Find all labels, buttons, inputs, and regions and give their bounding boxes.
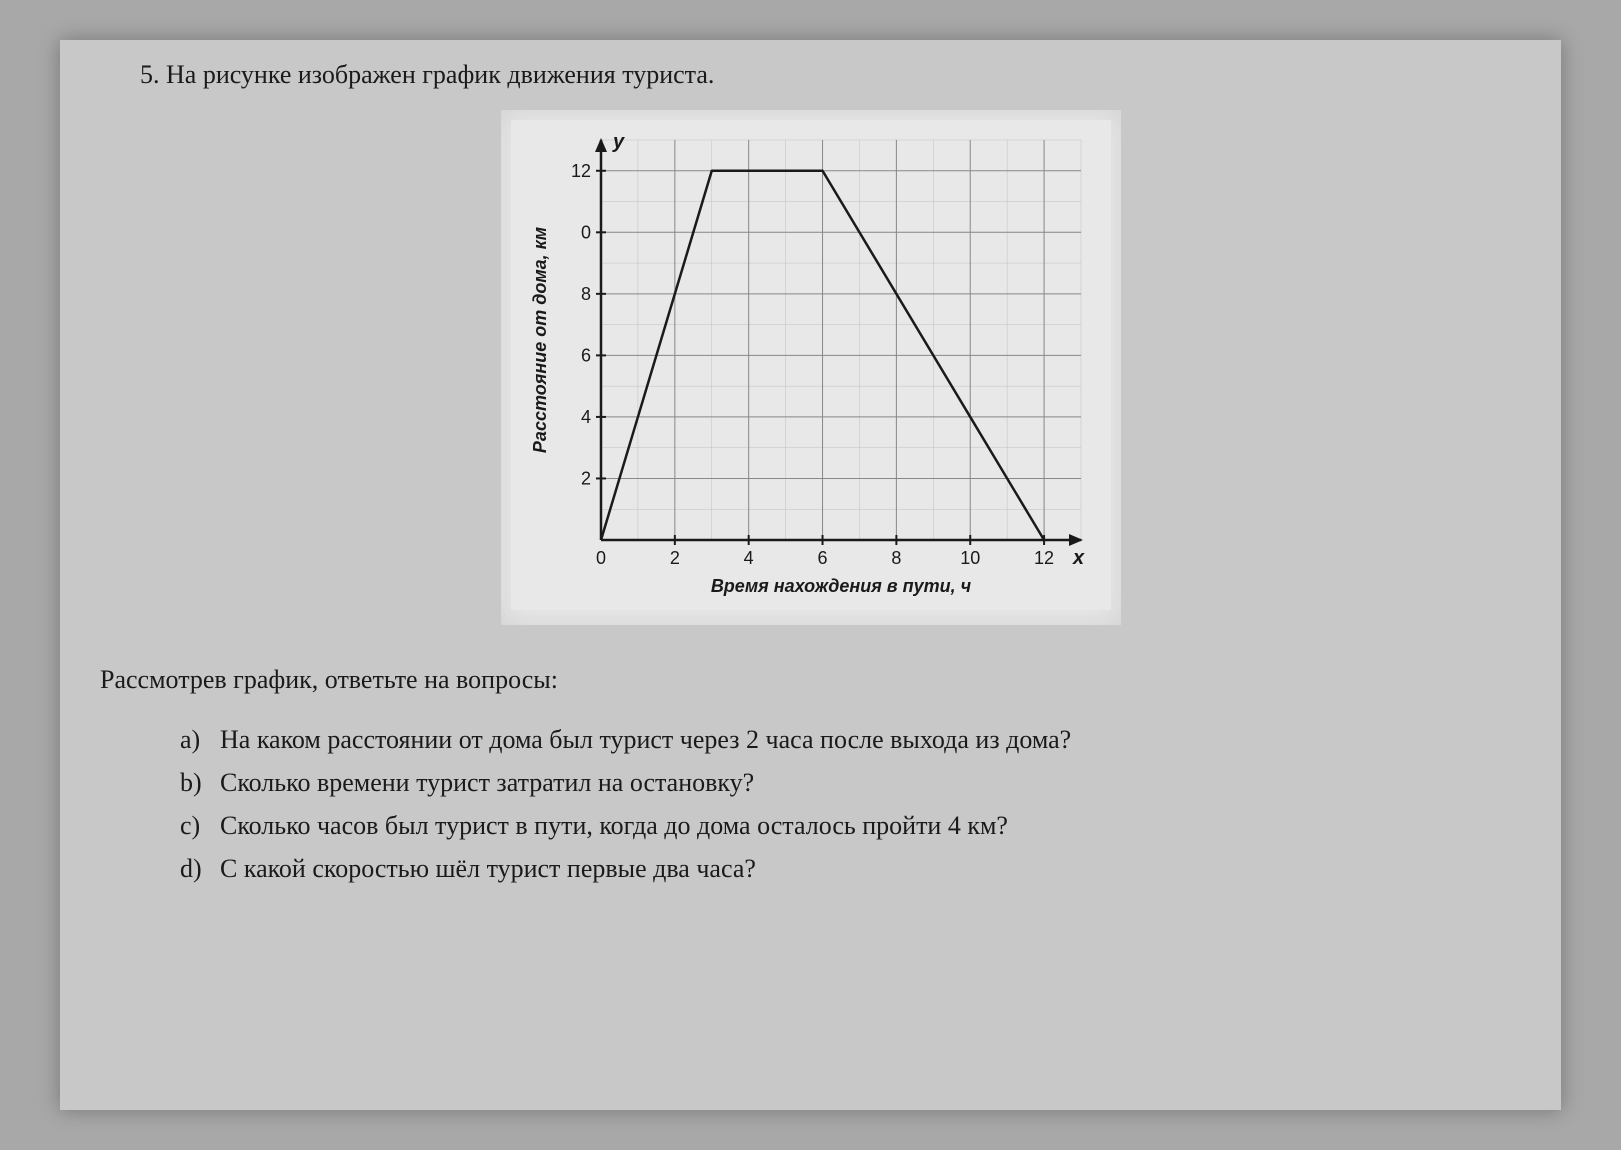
- question-letter: c): [180, 806, 220, 845]
- svg-text:12: 12: [570, 161, 590, 181]
- question-letter: b): [180, 763, 220, 802]
- svg-text:2: 2: [669, 548, 679, 568]
- page-content: 5. На рисунке изображен график движения …: [60, 40, 1561, 1110]
- svg-text:10: 10: [960, 548, 980, 568]
- svg-text:6: 6: [817, 548, 827, 568]
- svg-text:8: 8: [580, 284, 590, 304]
- svg-text:x: x: [1072, 547, 1085, 569]
- question-letter: a): [180, 720, 220, 759]
- svg-text:0: 0: [580, 222, 590, 242]
- svg-text:4: 4: [580, 407, 590, 427]
- problem-statement: 5. На рисунке изображен график движения …: [100, 60, 1521, 90]
- question-text: Сколько часов был турист в пути, когда д…: [220, 806, 1521, 845]
- problem-number: 5.: [140, 60, 160, 89]
- svg-text:6: 6: [580, 345, 590, 365]
- motion-chart: y x 2 4 6 8 0 12 0 2 4 6 8 10 12 Расстояние от дома, км…: [511, 120, 1111, 610]
- question-text: С какой скоростью шёл турист первые два …: [220, 849, 1521, 888]
- question-item: a) На каком расстоянии от дома был турис…: [180, 720, 1521, 759]
- question-item: c) Сколько часов был турист в пути, когд…: [180, 806, 1521, 845]
- svg-text:2: 2: [580, 468, 590, 488]
- questions-intro: Рассмотрев график, ответьте на вопросы:: [100, 665, 1521, 695]
- problem-text: На рисунке изображен график движения тур…: [166, 60, 714, 89]
- chart-wrap: y x 2 4 6 8 0 12 0 2 4 6 8 10 12 Расстояние от дома, км…: [501, 110, 1121, 625]
- question-item: d) С какой скоростью шёл турист первые д…: [180, 849, 1521, 888]
- svg-text:Расстояние от дома, км: Расстояние от дома, км: [530, 227, 550, 453]
- svg-text:y: y: [612, 131, 625, 153]
- svg-text:4: 4: [743, 548, 753, 568]
- question-text: На каком расстоянии от дома был турист ч…: [220, 720, 1521, 759]
- question-item: b) Сколько времени турист затратил на ос…: [180, 763, 1521, 802]
- questions-list: a) На каком расстоянии от дома был турис…: [100, 720, 1521, 888]
- svg-text:8: 8: [891, 548, 901, 568]
- chart-container: y x 2 4 6 8 0 12 0 2 4 6 8 10 12 Расстояние от дома, км…: [100, 110, 1521, 625]
- svg-text:Время нахождения в пути, ч: Время нахождения в пути, ч: [710, 576, 971, 596]
- question-letter: d): [180, 849, 220, 888]
- svg-text:0: 0: [595, 548, 605, 568]
- question-text: Сколько времени турист затратил на остан…: [220, 763, 1521, 802]
- svg-text:12: 12: [1034, 548, 1054, 568]
